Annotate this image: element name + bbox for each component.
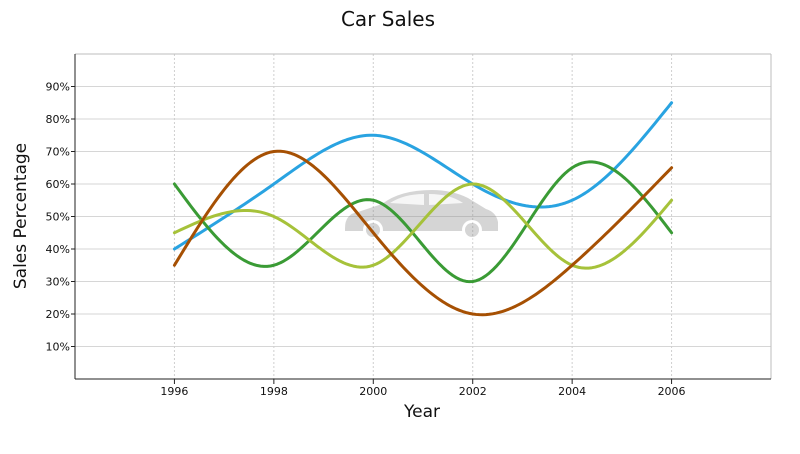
x-tick-label-1: 1998 [260, 385, 288, 398]
car-body-shape [345, 190, 498, 231]
x-tick-label-2: 2000 [359, 385, 387, 398]
series-line-1 [172, 160, 674, 284]
y-tick-label-4: 50% [46, 211, 70, 224]
y-tick-label-6: 70% [46, 146, 70, 159]
y-tick-label-8: 90% [46, 81, 70, 94]
y-tick-label-1: 20% [46, 308, 70, 321]
x-tick-label-5: 2006 [658, 385, 686, 398]
car-icon [345, 190, 498, 240]
x-tick-label-4: 2004 [558, 385, 586, 398]
car-wheel-rear-rim [462, 220, 482, 240]
x-axis-title: Year [403, 402, 440, 422]
x-tick-label-3: 2002 [459, 385, 487, 398]
series-line-2 [172, 182, 674, 270]
y-tick-label-5: 60% [46, 178, 70, 191]
series-line-3 [172, 149, 674, 317]
car-wheel-rear [465, 223, 479, 237]
grid-layer [75, 54, 771, 379]
y-tick-label-7: 80% [46, 113, 70, 126]
series-line-0 [172, 101, 674, 251]
y-tick-label-0: 10% [46, 341, 70, 354]
y-axis-title: Sales Percentage [11, 143, 31, 289]
axes-layer [74, 53, 772, 380]
x-tick-label-0: 1996 [160, 385, 188, 398]
chart-title: Car Sales [341, 7, 435, 31]
series-layer [172, 101, 674, 317]
y-tick-label-2: 30% [46, 276, 70, 289]
y-tick-label-3: 40% [46, 243, 70, 256]
ticks-layer: 10% 20% 30% 40% 50% 60% 70% 80% 90% 1996 1998 2000 2… [46, 81, 686, 399]
